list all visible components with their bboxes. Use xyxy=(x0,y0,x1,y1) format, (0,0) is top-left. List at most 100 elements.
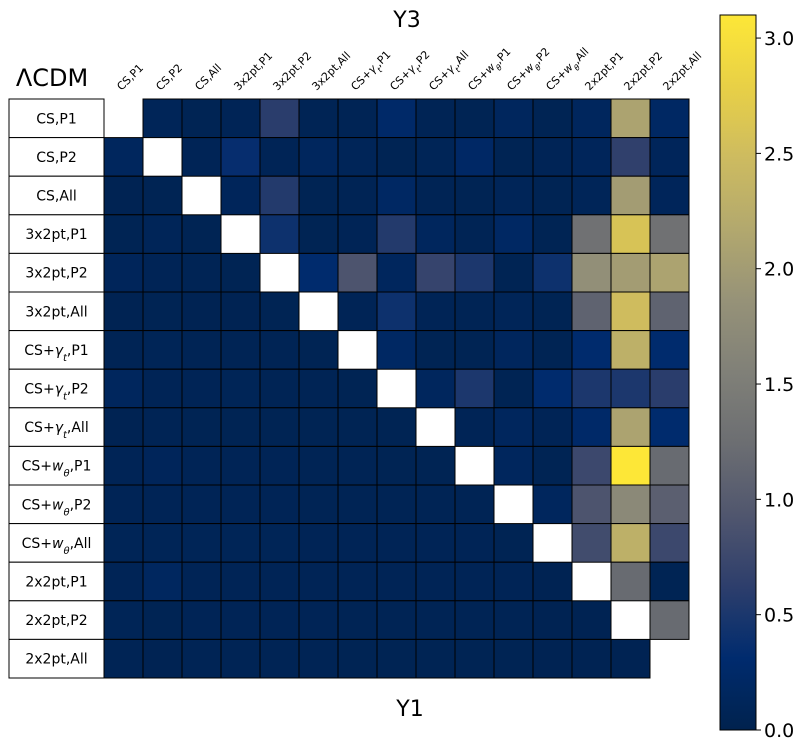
heatmap-cell-r1-c2 xyxy=(181,137,222,177)
heatmap-cell-r3-c7 xyxy=(376,214,417,254)
heatmap-cell-r5-c1 xyxy=(142,291,183,332)
heatmap-cell-r0-c8 xyxy=(415,98,456,139)
heatmap-cell-r11-c7 xyxy=(376,523,417,563)
heatmap-cell-r11-c8 xyxy=(415,523,456,563)
heatmap-cell-r2-c1 xyxy=(142,175,183,216)
heatmap-cell-r7-c2 xyxy=(181,368,222,409)
heatmap-cell-r1-c4 xyxy=(259,137,300,177)
heatmap-cell-r12-c13 xyxy=(610,561,651,602)
top-axis-label: Y3 xyxy=(392,8,420,33)
heatmap-cell-r1-c12 xyxy=(571,137,612,177)
heatmap-cell-r10-c0 xyxy=(103,484,144,525)
heatmap-cell-r11-c9 xyxy=(454,523,495,563)
heatmap-cell-r5-c7 xyxy=(376,291,417,332)
row-label: 3x2pt,P1 xyxy=(25,227,87,243)
heatmap-cell-r10-c14 xyxy=(649,484,690,525)
heatmap-cell-r3-c13 xyxy=(610,214,651,254)
heatmap-cell-r8-c5 xyxy=(298,407,339,447)
heatmap-cell-r12-c14 xyxy=(649,561,690,602)
heatmap-cell-r10-c7 xyxy=(376,484,417,525)
heatmap-cell-r0-c12 xyxy=(571,98,612,139)
heatmap-cell-r13-c3 xyxy=(220,600,261,640)
heatmap-cell-r14-c0 xyxy=(103,638,144,679)
heatmap-cell-r12-c6 xyxy=(337,561,378,602)
heatmap-cell-r13-c4 xyxy=(259,600,300,640)
heatmap-cell-r8-c7 xyxy=(376,407,417,447)
heatmap-cell-r8-c1 xyxy=(142,407,183,447)
heatmap-cell-r1-c7 xyxy=(376,137,417,177)
heatmap-cell-r10-c3 xyxy=(220,484,261,525)
heatmap-cell-r3-c11 xyxy=(532,214,573,254)
heatmap-cell-r2-c7 xyxy=(376,175,417,216)
heatmap-cell-r5-c9 xyxy=(454,291,495,332)
heatmap-cell-r9-c0 xyxy=(103,445,144,486)
heatmap-cell-r0-c1 xyxy=(142,98,183,139)
heatmap-cell-r12-c0 xyxy=(103,561,144,602)
heatmap-cell-r0-c14 xyxy=(649,98,690,139)
heatmap-cell-r5-c4 xyxy=(259,291,300,332)
heatmap-cell-r6-c5 xyxy=(298,330,339,370)
row-label: CS+wθ,All xyxy=(22,536,92,557)
heatmap-cell-r8-c11 xyxy=(532,407,573,447)
heatmap-cell-r1-c14 xyxy=(649,137,690,177)
heatmap-cell-r4-c9 xyxy=(454,252,495,293)
row-label: 2x2pt,P2 xyxy=(25,613,87,629)
row-label: CS+wθ,P2 xyxy=(22,497,92,518)
heatmap-cell-r2-c12 xyxy=(571,175,612,216)
heatmap-cell-r10-c6 xyxy=(337,484,378,525)
heatmap-cell-r8-c12 xyxy=(571,407,612,447)
heatmap-cell-r11-c4 xyxy=(259,523,300,563)
heatmap-cell-r0-c3 xyxy=(220,98,261,139)
heatmap-cell-r7-c3 xyxy=(220,368,261,409)
heatmap-cell-r1-c5 xyxy=(298,137,339,177)
heatmap-cell-r6-c14 xyxy=(649,330,690,370)
row-label-box xyxy=(8,291,105,332)
heatmap-cell-r5-c14 xyxy=(649,291,690,332)
heatmap-cell-r6-c7 xyxy=(376,330,417,370)
heatmap-cell-r3-c1 xyxy=(142,214,183,254)
heatmap-cell-r7-c13 xyxy=(610,368,651,409)
heatmap-cell-r9-c13 xyxy=(610,445,651,486)
heatmap-cell-r0-c6 xyxy=(337,98,378,139)
heatmap-cell-r14-c13 xyxy=(610,638,651,679)
heatmap-cell-r6-c3 xyxy=(220,330,261,370)
heatmap-cell-r12-c3 xyxy=(220,561,261,602)
heatmap-cell-r2-c9 xyxy=(454,175,495,216)
heatmap-cell-r0-c7 xyxy=(376,98,417,139)
heatmap-cell-r2-c10 xyxy=(493,175,534,216)
heatmap-cell-r7-c11 xyxy=(532,368,573,409)
heatmap-cell-r14-c10 xyxy=(493,638,534,679)
heatmap-cell-r2-c11 xyxy=(532,175,573,216)
row-label-box xyxy=(8,137,105,177)
row-label: CS+wθ,P1 xyxy=(22,459,92,480)
heatmap-cell-r1-c3 xyxy=(220,137,261,177)
heatmap-cell-r14-c12 xyxy=(571,638,612,679)
heatmap-cell-r2-c3 xyxy=(220,175,261,216)
heatmap-cell-r2-c8 xyxy=(415,175,456,216)
heatmap-cell-r1-c0 xyxy=(103,137,144,177)
heatmap-cell-r7-c12 xyxy=(571,368,612,409)
heatmap-cell-r8-c10 xyxy=(493,407,534,447)
heatmap-cell-r13-c1 xyxy=(142,600,183,640)
heatmap-cell-r4-c7 xyxy=(376,252,417,293)
heatmap-cell-r2-c4 xyxy=(259,175,300,216)
heatmap-cell-r0-c2 xyxy=(181,98,222,139)
heatmap-cell-r5-c10 xyxy=(493,291,534,332)
heatmap-cell-r10-c9 xyxy=(454,484,495,525)
heatmap-cell-r10-c8 xyxy=(415,484,456,525)
column-label: CS+γt,P1 xyxy=(348,48,396,96)
heatmap-cell-r11-c12 xyxy=(571,523,612,563)
heatmap-cell-r4-c12 xyxy=(571,252,612,293)
heatmap-cell-r9-c14 xyxy=(649,445,690,486)
heatmap-cell-r10-c1 xyxy=(142,484,183,525)
heatmap-cell-r9-c8 xyxy=(415,445,456,486)
row-label-box xyxy=(8,638,105,679)
heatmap-cell-r2-c14 xyxy=(649,175,690,216)
heatmap-cell-r10-c12 xyxy=(571,484,612,525)
heatmap-cell-r14-c7 xyxy=(376,638,417,679)
heatmap-cell-r9-c10 xyxy=(493,445,534,486)
heatmap-cell-r3-c12 xyxy=(571,214,612,254)
heatmap-cell-r13-c6 xyxy=(337,600,378,640)
heatmap-cell-r9-c2 xyxy=(181,445,222,486)
